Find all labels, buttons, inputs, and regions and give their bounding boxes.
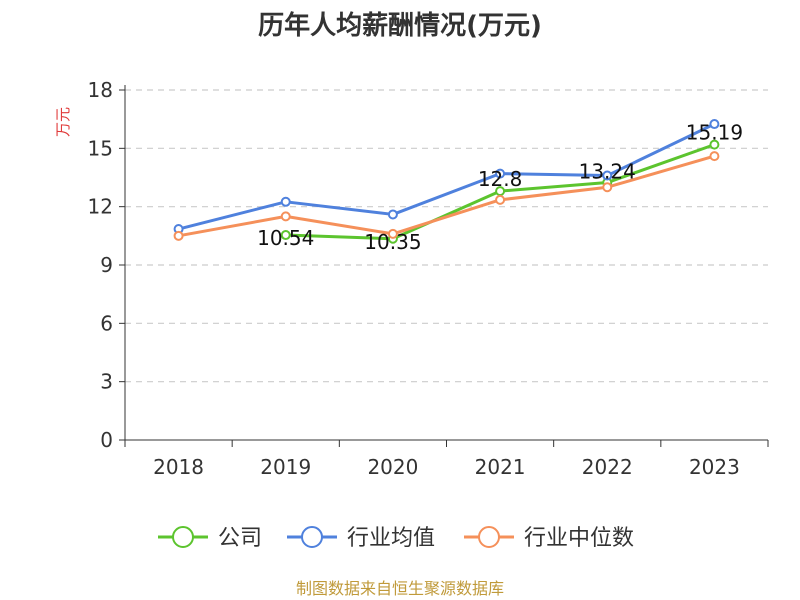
legend-marker (478, 526, 500, 548)
source-note: 制图数据来自恒生聚源数据库 (296, 579, 504, 598)
data-point (387, 228, 398, 239)
data-point (280, 211, 291, 222)
data-point (495, 194, 506, 205)
x-tick-label: 2019 (260, 455, 311, 479)
chart-title: 历年人均薪酬情况(万元) (258, 10, 542, 41)
data-point (602, 170, 613, 181)
series-layer (173, 119, 720, 244)
series-line-2 (178, 154, 715, 238)
x-tick-label: 2018 (153, 455, 204, 479)
y-tick-label: 9 (100, 253, 113, 277)
legend-label: 行业均值 (347, 526, 435, 551)
data-label: 10.35 (364, 230, 421, 254)
axes: 0 3 6 9 12 15 18 2018 2019 2020 2021 2022 2023 (88, 78, 769, 479)
grid (125, 89, 768, 383)
data-point (280, 196, 291, 207)
legend-marker (172, 526, 194, 548)
data-point (602, 182, 613, 193)
legend-marker (301, 526, 323, 548)
y-tick-label: 12 (88, 195, 113, 219)
data-labels: 10.54 10.35 12.8 13.24 15.19 (257, 121, 743, 254)
y-tick-label: 6 (100, 311, 113, 335)
data-point (709, 151, 720, 162)
y-tick-label: 0 (100, 428, 113, 452)
x-tick-label: 2020 (367, 455, 418, 479)
data-label: 15.19 (686, 121, 743, 145)
legend: 公司 行业均值 行业中位数 (158, 526, 634, 551)
y-axis-label: 万元 (54, 107, 72, 137)
series-line-1 (178, 122, 716, 231)
data-point (280, 230, 291, 241)
data-label: 10.54 (257, 226, 314, 250)
x-tick-label: 2023 (689, 455, 740, 479)
x-tick-label: 2022 (582, 455, 633, 479)
legend-label: 行业中位数 (524, 526, 634, 551)
data-label: 13.24 (579, 160, 636, 184)
legend-label: 公司 (218, 526, 262, 551)
data-point (709, 119, 720, 130)
y-tick-label: 3 (100, 370, 113, 394)
data-label: 12.8 (478, 167, 523, 191)
data-point (495, 168, 506, 179)
y-tick-label: 18 (88, 78, 113, 102)
y-tick-label: 15 (88, 136, 113, 160)
data-point (387, 209, 398, 220)
data-point (173, 230, 184, 241)
data-point (709, 139, 720, 150)
x-tick-label: 2021 (475, 455, 526, 479)
